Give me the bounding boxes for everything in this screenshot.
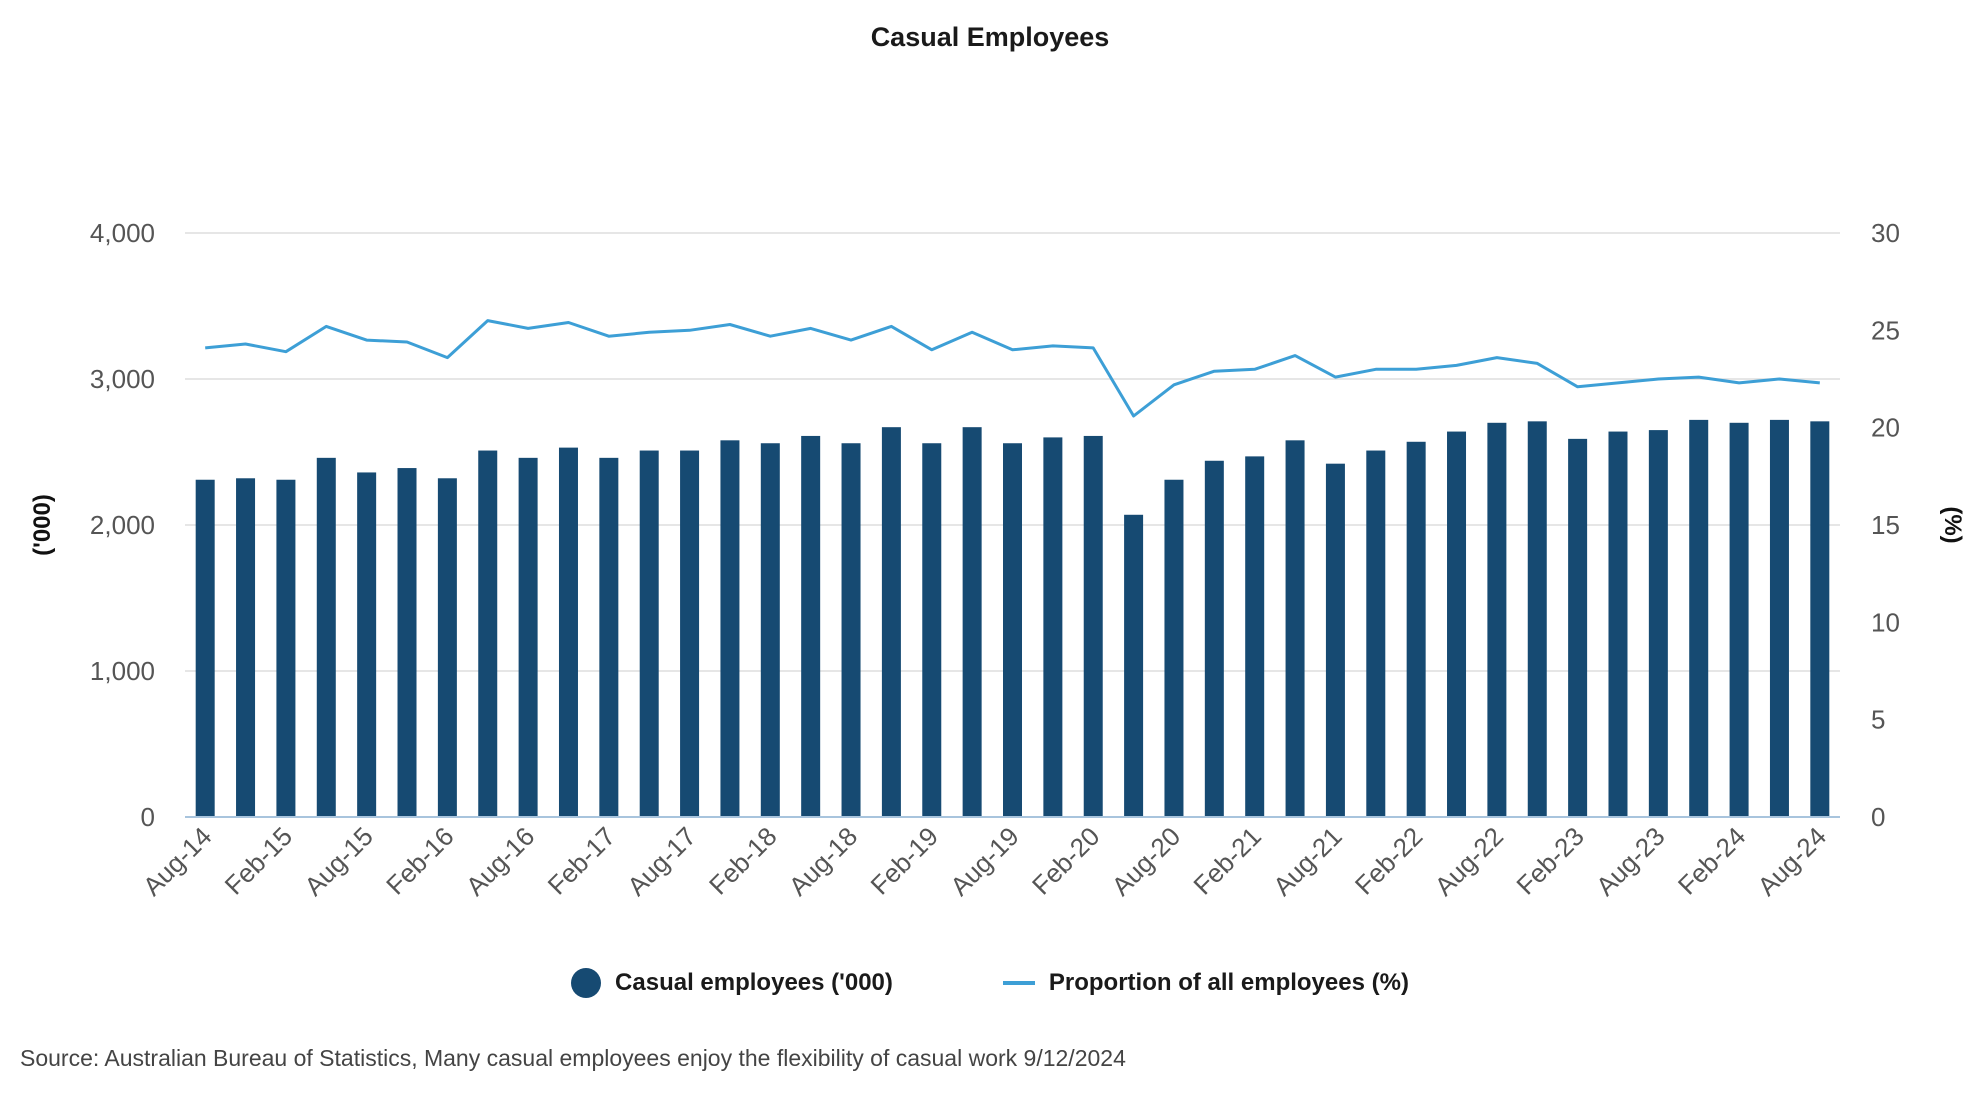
legend-bar-label: Casual employees ('000) [615,969,893,996]
bar [639,450,659,817]
legend-item-line[interactable]: Proportion of all employees (%) [1002,968,1409,998]
x-tick-label: Aug-14 [137,821,217,901]
source-note: Source: Australian Bureau of Statistics,… [20,1045,1126,1071]
y-tick-label: 0 [141,802,155,832]
proportion-line [205,319,1820,418]
x-tick-label: Aug-24 [1752,821,1832,901]
bar [1325,463,1345,817]
x-tick-label: Aug-15 [298,821,378,901]
bar-series [195,419,1830,817]
bar [1245,456,1265,817]
bar [760,443,780,817]
bar [397,468,417,817]
bar [195,479,215,817]
legend: Casual employees ('000) Proportion of al… [0,968,1980,998]
bar [881,427,901,817]
y2-tick-label: 0 [1871,802,1885,832]
y2-tick-label: 10 [1871,607,1900,637]
x-tick-label: Aug-23 [1590,821,1670,901]
legend-bar-marker [571,968,602,998]
bar [1729,422,1749,817]
x-tick-label: Aug-17 [621,821,701,901]
bar [1769,419,1789,817]
x-tick-label: Feb-20 [1026,821,1105,900]
bar [1447,431,1467,817]
x-tick-label: Feb-19 [865,821,944,900]
bar [558,447,578,817]
chart-title: Casual Employees [870,22,1110,52]
y-tick-label: 2,000 [90,510,155,540]
legend-line-label: Proportion of all employees (%) [1048,969,1409,996]
bar [922,443,942,817]
bar [236,478,256,817]
y-tick-label: 1,000 [90,656,155,686]
bar [518,457,538,817]
bar [1568,438,1588,817]
bar [1285,440,1305,817]
x-tick-label: Feb-17 [542,821,621,900]
y-axis-title: ('000) [29,494,56,556]
bar [1527,421,1547,817]
x-tick-label: Aug-18 [783,821,863,901]
bar [841,443,861,817]
x-tick-label: Feb-18 [703,821,782,900]
bar [437,478,457,817]
bar [357,472,377,817]
x-tick-label: Feb-16 [380,821,459,900]
bar [1124,514,1144,817]
x-tick-label: Feb-22 [1349,821,1428,900]
bar [720,440,740,817]
bar [1204,460,1224,817]
x-tick-label: Feb-23 [1510,821,1589,900]
legend-line-marker [1002,981,1035,985]
x-tick-label: Aug-19 [944,821,1024,901]
bar [316,457,336,817]
bar [276,479,296,817]
y2-tick-label: 30 [1871,218,1900,248]
y2-tick-label: 5 [1871,705,1885,735]
bar [1689,419,1709,817]
bar [962,427,982,817]
y2-tick-label: 15 [1871,510,1900,540]
y2-tick-label: 20 [1871,413,1900,443]
x-tick-label: Aug-20 [1106,821,1186,901]
bar [1608,431,1628,817]
bar [1648,430,1668,817]
bar [1366,450,1386,817]
bar [1164,479,1184,817]
x-tick-label: Aug-22 [1429,821,1509,901]
bar [599,457,619,817]
y-tick-label: 3,000 [90,364,155,394]
bar [1406,441,1426,817]
bar [1487,422,1507,817]
x-tick-label: Feb-15 [219,821,298,900]
bar [680,450,700,817]
x-tick-label: Aug-21 [1267,821,1347,901]
y2-tick-label: 25 [1871,315,1900,345]
y2-axis-title: (%) [1939,506,1966,543]
bar [478,450,498,817]
y-tick-label: 4,000 [90,218,155,248]
x-tick-label: Feb-21 [1187,821,1266,900]
x-tick-label: Feb-24 [1672,821,1751,900]
bar [1810,421,1830,817]
line-series [205,319,1820,418]
legend-item-bars[interactable]: Casual employees ('000) [571,968,893,998]
bar [1083,435,1103,817]
bar [1043,437,1063,817]
x-tick-label: Aug-16 [460,821,540,901]
bar [801,435,821,817]
bar [1003,443,1022,817]
